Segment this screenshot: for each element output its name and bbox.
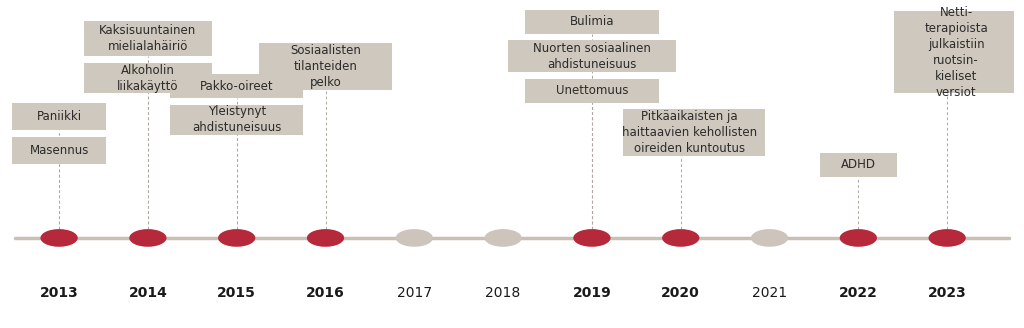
Text: Nuorten sosiaalinen
ahdistuneisuus: Nuorten sosiaalinen ahdistuneisuus [532, 42, 651, 71]
Text: 2020: 2020 [662, 286, 700, 299]
Ellipse shape [40, 229, 78, 247]
Text: 2021: 2021 [752, 286, 787, 299]
Text: 2022: 2022 [839, 286, 878, 299]
FancyBboxPatch shape [12, 137, 106, 164]
Ellipse shape [751, 229, 788, 247]
FancyBboxPatch shape [894, 11, 1014, 93]
Ellipse shape [395, 229, 433, 247]
FancyBboxPatch shape [84, 21, 212, 56]
Text: 2019: 2019 [572, 286, 611, 299]
Ellipse shape [129, 229, 167, 247]
Text: Netti-
terapioista
julkaistiin
ruotsin-
kieliset
versiot: Netti- terapioista julkaistiin ruotsin- … [925, 6, 988, 99]
Text: Masennus: Masennus [30, 144, 89, 157]
Text: Bulimia: Bulimia [569, 15, 614, 28]
Text: 2013: 2013 [40, 286, 79, 299]
Text: Kaksisuuntainen
mielialahäiriö: Kaksisuuntainen mielialahäiriö [99, 24, 197, 53]
Text: Alkoholin
liikakäyttö: Alkoholin liikakäyttö [117, 64, 178, 92]
Ellipse shape [840, 229, 877, 247]
Text: ADHD: ADHD [841, 158, 876, 171]
FancyBboxPatch shape [525, 10, 658, 34]
Text: 2017: 2017 [396, 286, 432, 299]
Text: 2018: 2018 [485, 286, 521, 299]
Text: Unettomuus: Unettomuus [556, 84, 628, 97]
Text: 2014: 2014 [128, 286, 167, 299]
Text: 2016: 2016 [306, 286, 345, 299]
Ellipse shape [307, 229, 344, 247]
FancyBboxPatch shape [525, 79, 658, 103]
FancyBboxPatch shape [508, 40, 676, 72]
FancyBboxPatch shape [84, 63, 212, 93]
Ellipse shape [929, 229, 966, 247]
Text: 2015: 2015 [217, 286, 256, 299]
Ellipse shape [573, 229, 610, 247]
Ellipse shape [484, 229, 522, 247]
FancyBboxPatch shape [623, 109, 765, 156]
Text: Yleistynyt
ahdistuneisuus: Yleistynyt ahdistuneisuus [193, 105, 282, 134]
Ellipse shape [218, 229, 255, 247]
Text: Pakko-oireet: Pakko-oireet [200, 80, 273, 92]
FancyBboxPatch shape [259, 44, 392, 90]
FancyBboxPatch shape [170, 105, 303, 135]
FancyBboxPatch shape [12, 103, 106, 130]
Ellipse shape [663, 229, 699, 247]
Text: 2023: 2023 [928, 286, 967, 299]
FancyBboxPatch shape [170, 74, 303, 98]
Text: Paniikki: Paniikki [37, 110, 82, 123]
FancyBboxPatch shape [820, 153, 897, 177]
Text: Sosiaalisten
tilanteiden
pelko: Sosiaalisten tilanteiden pelko [290, 44, 360, 89]
Text: Pitkäaikaisten ja
haittaavien kehollisten
oireiden kuntoutus: Pitkäaikaisten ja haittaavien keholliste… [622, 110, 757, 155]
